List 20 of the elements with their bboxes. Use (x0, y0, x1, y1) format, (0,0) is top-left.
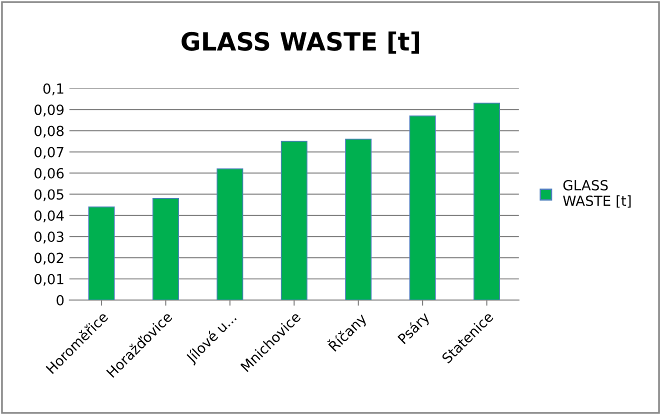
y-tick-label: 0,02 (34, 252, 64, 265)
bar (216, 168, 244, 300)
y-tick-label: 0,1 (43, 83, 64, 96)
y-tick-label: 0,09 (34, 104, 64, 116)
legend-label: GLASS WASTE [t] (563, 180, 631, 208)
bar (280, 140, 308, 300)
y-tick-label: 0,04 (34, 210, 64, 222)
y-tick-label: 0,06 (34, 168, 64, 180)
y-tick-label: 0,08 (34, 126, 64, 138)
y-tick-label: 0 (56, 295, 64, 306)
bar (345, 138, 372, 300)
y-tick-label: 0,03 (34, 232, 64, 244)
bar (409, 115, 436, 300)
bar (152, 198, 179, 300)
bar (474, 102, 500, 300)
y-tick-label: 0,07 (34, 146, 64, 159)
chart-title: GLASS WASTE [t] (182, 31, 420, 54)
bar (88, 206, 115, 300)
y-tick-label: 0,01 (34, 274, 64, 286)
y-tick-label: 0,05 (34, 189, 64, 202)
